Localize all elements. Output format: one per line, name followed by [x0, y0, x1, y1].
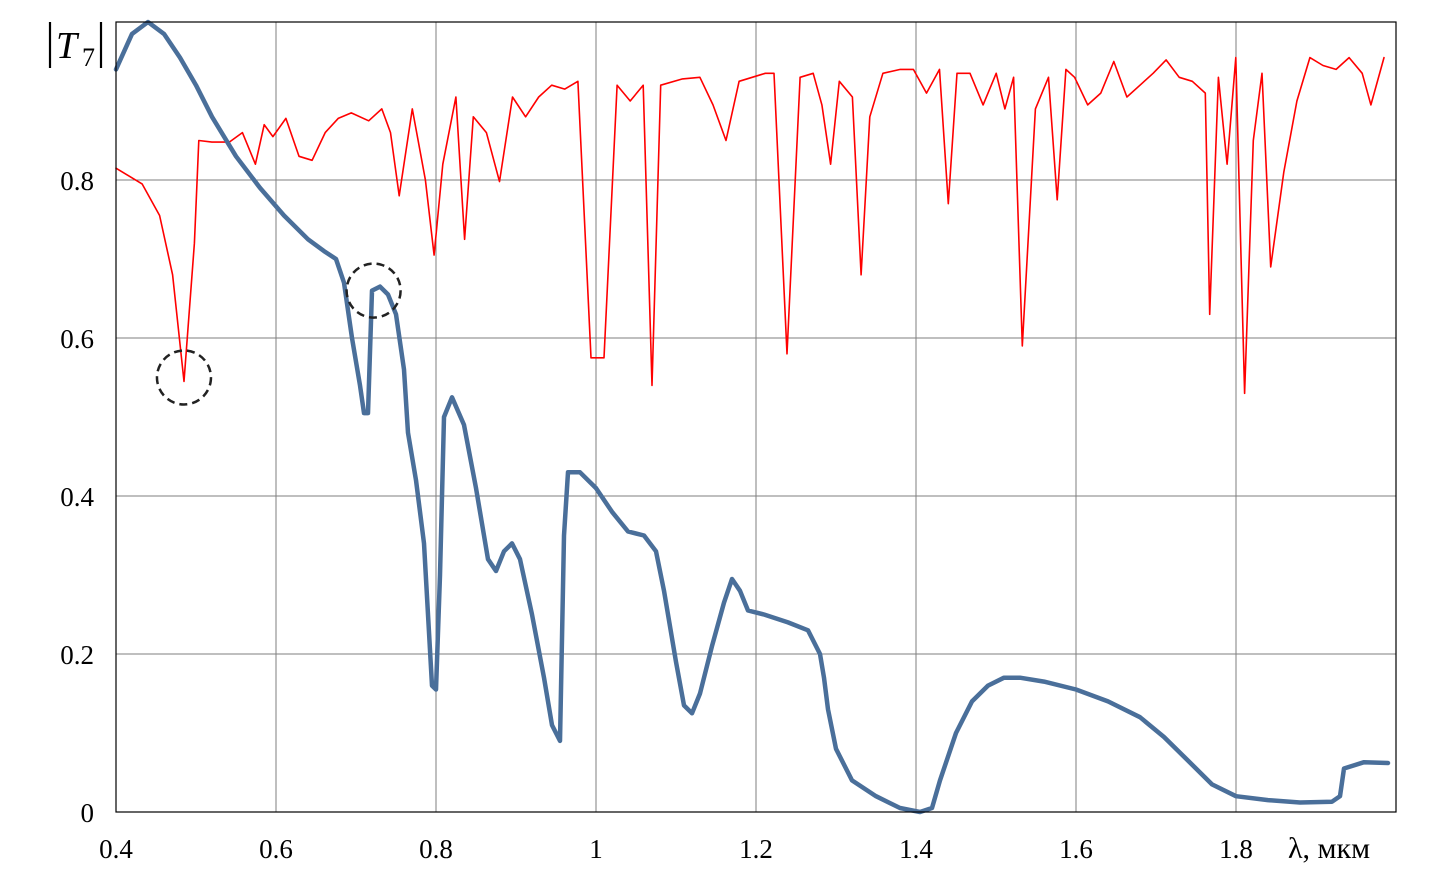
y-axis-label-main: T: [56, 25, 80, 67]
x-tick-label: 1.6: [1059, 834, 1093, 864]
y-tick-label: 0.4: [60, 482, 94, 512]
y-axis-label: T 7: [48, 22, 103, 72]
tick-labels: 0.4 0.6 0.8 1 1.2 1.4 1.6 1.8 0 0.2 0.4 0.6 0.8: [60, 166, 1253, 864]
y-tick-label: 0.8: [60, 166, 94, 196]
dashed-circle-marker: [155, 349, 213, 406]
y-axis-label-sub: 7: [82, 43, 95, 72]
annotations: [155, 262, 402, 406]
grid: [115, 21, 1397, 813]
series-line-blue: [113, 19, 1391, 815]
x-tick-label: 1.4: [899, 834, 933, 864]
y-tick-label: 0.2: [60, 640, 94, 670]
x-tick-label: 1.8: [1219, 834, 1253, 864]
x-tick-label: 0.6: [259, 834, 293, 864]
x-tick-label: 1.2: [739, 834, 773, 864]
x-tick-label: 0.4: [99, 834, 133, 864]
x-tick-label: 1: [589, 834, 603, 864]
series-line-red: [115, 56, 1385, 395]
x-axis-label: λ, мкм: [1288, 832, 1370, 865]
y-tick-label: 0.6: [60, 324, 94, 354]
y-tick-label: 0: [81, 798, 95, 828]
x-tick-label: 0.8: [419, 834, 453, 864]
series-layer: [113, 19, 1391, 815]
plot-frame: [115, 21, 1397, 813]
dashed-circle-marker: [345, 262, 402, 319]
